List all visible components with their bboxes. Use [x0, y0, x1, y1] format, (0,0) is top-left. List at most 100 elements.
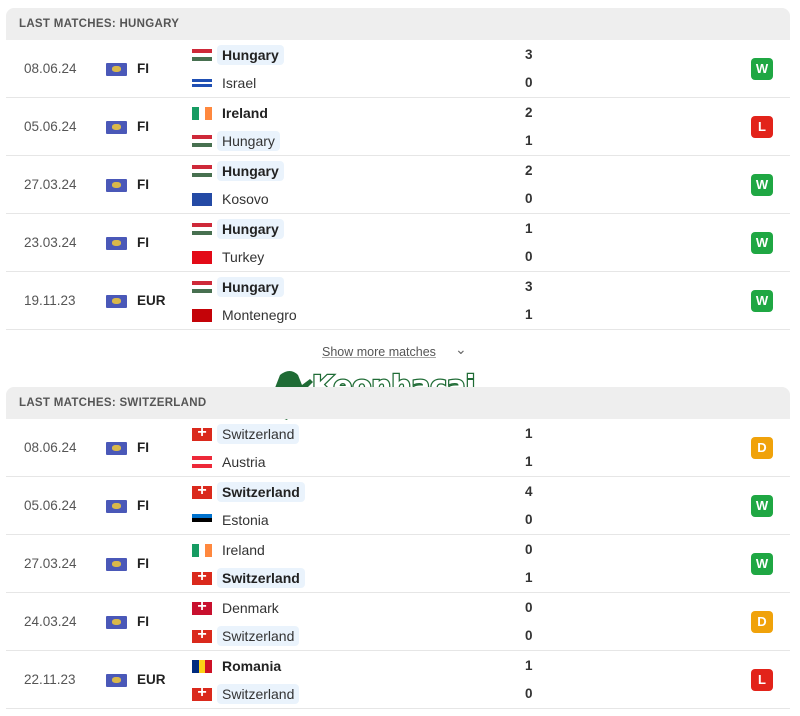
- flag-icon: [192, 250, 212, 264]
- home-score: 1: [525, 658, 533, 673]
- competition-icon: [106, 558, 127, 571]
- away-score: 0: [525, 249, 533, 264]
- match-row[interactable]: 27.03.24 FI Hungary Kosovo 2 0 W: [6, 156, 790, 214]
- home-team: Denmark: [192, 597, 284, 619]
- home-score: 3: [525, 279, 533, 294]
- away-team-name: Switzerland: [217, 626, 300, 646]
- away-team-name: Estonia: [222, 512, 269, 528]
- competition-label: FI: [137, 498, 149, 513]
- competition-label: FI: [137, 61, 149, 76]
- result-badge: W: [751, 58, 773, 80]
- competition-icon: [106, 500, 127, 513]
- away-team-name: Austria: [222, 454, 266, 470]
- competition-label: FI: [137, 556, 149, 571]
- flag-icon: [192, 601, 212, 615]
- home-team-name: Hungary: [217, 161, 284, 181]
- home-team-name: Hungary: [217, 45, 284, 65]
- competition-icon: [106, 63, 127, 76]
- match-row[interactable]: 05.06.24 FI Ireland Hungary 2 1 L: [6, 98, 790, 156]
- match-date: 23.03.24: [24, 235, 77, 250]
- away-team-name: Switzerland: [217, 684, 300, 704]
- away-score: 1: [525, 307, 533, 322]
- away-team: Switzerland: [192, 683, 300, 705]
- flag-icon: [192, 543, 212, 557]
- flag-icon: [192, 192, 212, 206]
- match-date: 08.06.24: [24, 61, 77, 76]
- match-date: 08.06.24: [24, 440, 77, 455]
- result-badge: D: [751, 611, 773, 633]
- home-team-name: Hungary: [217, 219, 284, 239]
- flag-icon: [192, 76, 212, 90]
- home-team-name: Switzerland: [217, 482, 305, 502]
- competition-label: FI: [137, 177, 149, 192]
- chevron-down-icon[interactable]: ⌄: [455, 341, 467, 357]
- home-team-name: Romania: [222, 658, 282, 674]
- result-badge: W: [751, 553, 773, 575]
- home-score: 1: [525, 221, 533, 236]
- home-score: 0: [525, 542, 533, 557]
- home-score: 3: [525, 47, 533, 62]
- flag-icon: [192, 455, 212, 469]
- match-date: 22.11.23: [24, 672, 76, 687]
- home-team: Ireland: [192, 539, 270, 561]
- match-row[interactable]: 08.06.24 FI Hungary Israel 3 0 W: [6, 40, 790, 98]
- flag-icon: [192, 571, 212, 585]
- flag-icon: [192, 427, 212, 441]
- flag-icon: [192, 164, 212, 178]
- match-row[interactable]: 19.11.23 EUR Hungary Montenegro 3 1 W: [6, 272, 790, 330]
- result-badge: W: [751, 232, 773, 254]
- match-date: 27.03.24: [24, 556, 77, 571]
- away-team: Montenegro: [192, 304, 302, 326]
- flag-icon: [192, 513, 212, 527]
- home-team: Romania: [192, 655, 286, 677]
- away-team: Switzerland: [192, 625, 300, 647]
- away-team: Turkey: [192, 246, 269, 268]
- match-row[interactable]: 24.03.24 FI Denmark Switzerland 0 0 D: [6, 593, 790, 651]
- competition-icon: [106, 616, 127, 629]
- home-team: Hungary: [192, 218, 284, 240]
- away-score: 0: [525, 512, 533, 527]
- competition-label: FI: [137, 614, 149, 629]
- flag-icon: [192, 134, 212, 148]
- home-score: 4: [525, 484, 533, 499]
- match-date: 27.03.24: [24, 177, 77, 192]
- away-score: 1: [525, 454, 533, 469]
- match-row[interactable]: 27.03.24 FI Ireland Switzerland 0 1 W: [6, 535, 790, 593]
- match-row[interactable]: 22.11.23 EUR Romania Switzerland 1 0 L: [6, 651, 790, 709]
- show-more-matches-link[interactable]: Show more matches: [322, 345, 436, 359]
- result-badge: D: [751, 437, 773, 459]
- away-team: Hungary: [192, 130, 280, 152]
- away-score: 1: [525, 133, 533, 148]
- home-score: 0: [525, 600, 533, 615]
- home-score: 1: [525, 426, 533, 441]
- competition-icon: [106, 295, 127, 308]
- home-team: Ireland: [192, 102, 273, 124]
- home-team-name: Ireland: [222, 542, 265, 558]
- home-team-name: Ireland: [222, 105, 268, 121]
- home-team: Hungary: [192, 44, 284, 66]
- match-row[interactable]: 23.03.24 FI Hungary Turkey 1 0 W: [6, 214, 790, 272]
- away-team: Estonia: [192, 509, 274, 531]
- competition-icon: [106, 121, 127, 134]
- result-badge: W: [751, 174, 773, 196]
- away-team: Kosovo: [192, 188, 274, 210]
- flag-icon: [192, 106, 212, 120]
- flag-icon: [192, 629, 212, 643]
- home-team-name: Denmark: [222, 600, 279, 616]
- competition-icon: [106, 674, 127, 687]
- competition-label: FI: [137, 235, 149, 250]
- flag-icon: [192, 485, 212, 499]
- home-team: Switzerland: [192, 481, 305, 503]
- match-row[interactable]: 05.06.24 FI Switzerland Estonia 4 0 W: [6, 477, 790, 535]
- competition-icon: [106, 237, 127, 250]
- home-team: Switzerland: [192, 423, 300, 445]
- home-team: Hungary: [192, 276, 284, 298]
- away-team: Switzerland: [192, 567, 305, 589]
- away-team-name: Kosovo: [222, 191, 269, 207]
- competition-icon: [106, 179, 127, 192]
- away-score: 1: [525, 570, 533, 585]
- away-team-name: Turkey: [222, 249, 265, 265]
- match-date: 19.11.23: [24, 293, 76, 308]
- competition-icon: [106, 442, 127, 455]
- match-row[interactable]: 08.06.24 FI Switzerland Austria 1 1 D: [6, 419, 790, 477]
